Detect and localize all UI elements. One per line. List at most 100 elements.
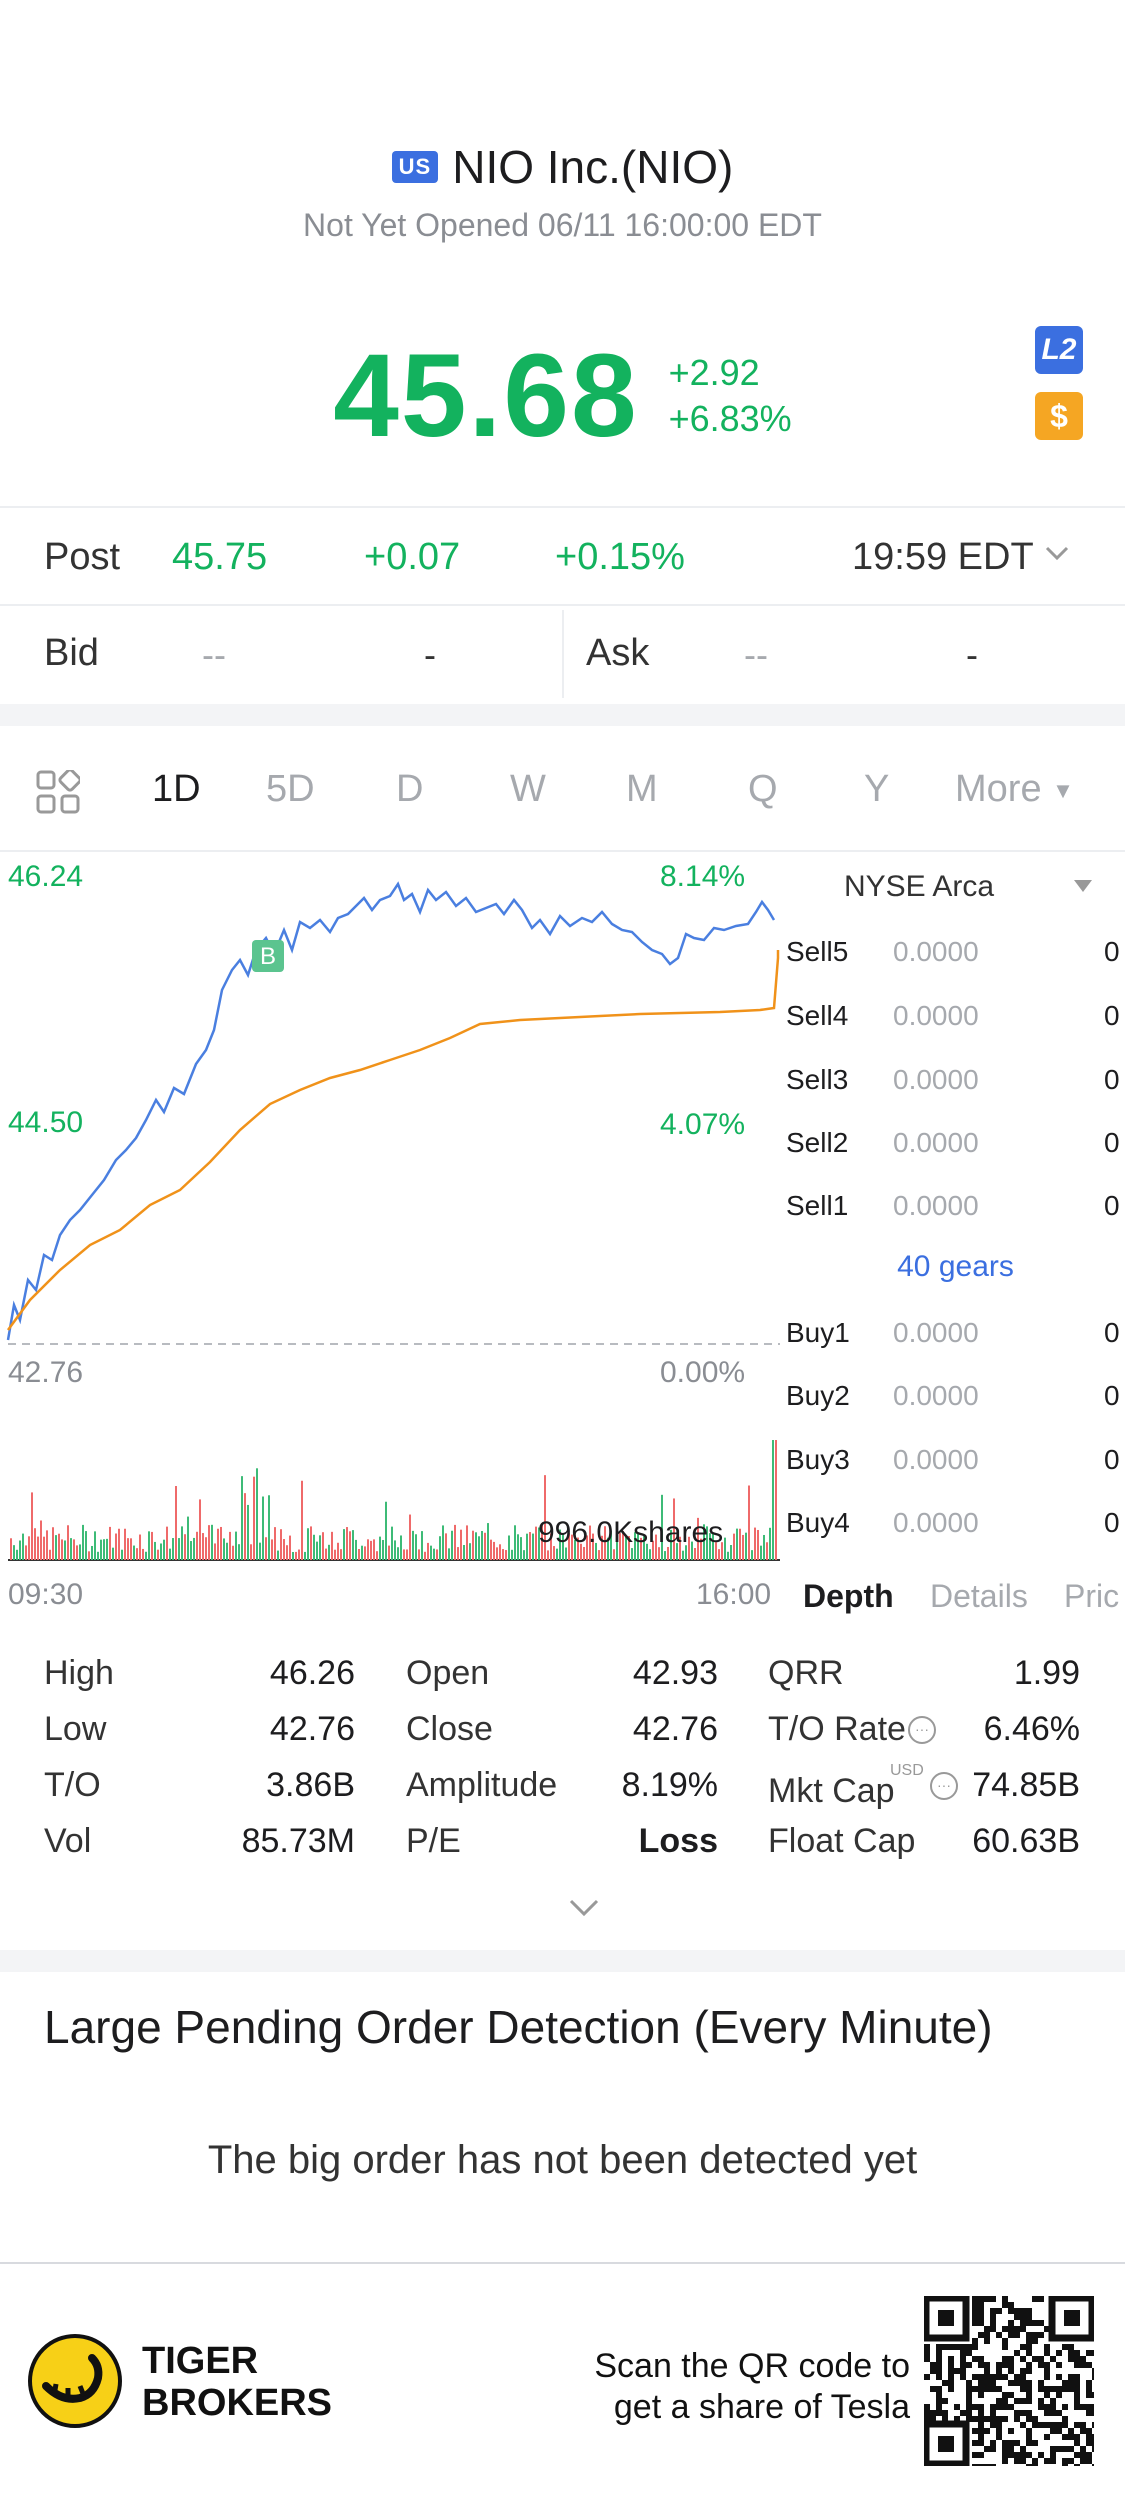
- gears-button[interactable]: 40 gears: [897, 1250, 1014, 1283]
- qr-cell: [1068, 2374, 1074, 2380]
- chevron-down-icon[interactable]: [568, 1897, 600, 1919]
- qr-cell: [972, 2356, 978, 2362]
- volume-bar: [106, 1538, 108, 1560]
- volume-bar: [763, 1534, 765, 1560]
- qr-cell: [966, 2416, 972, 2422]
- qr-cell: [972, 2452, 978, 2458]
- volume-bar: [439, 1536, 441, 1560]
- qr-cell: [1008, 2446, 1014, 2452]
- qr-cell: [1068, 2356, 1074, 2362]
- volume-bar: [103, 1539, 105, 1560]
- buy-price: 0.0000: [893, 1444, 979, 1475]
- qr-cell: [1038, 2296, 1044, 2302]
- tab-1d[interactable]: 1D: [152, 768, 201, 810]
- volume-bar: [547, 1550, 549, 1560]
- level2-badge-button[interactable]: L2: [1035, 326, 1083, 374]
- qr-cell: [978, 2320, 984, 2326]
- qr-cell: [1074, 2380, 1080, 2386]
- qr-cell: [990, 2386, 996, 2392]
- volume-bar: [232, 1545, 234, 1560]
- qr-cell: [1092, 2422, 1094, 2428]
- volume-bar: [703, 1524, 705, 1560]
- tab-day[interactable]: D: [396, 768, 424, 810]
- qr-cell: [954, 2416, 960, 2422]
- market-status: Not Yet Opened 06/11 16:00:00 EDT: [303, 207, 822, 243]
- depth-tabs: Depth Details Pric: [0, 1578, 1125, 1618]
- volume-bar: [505, 1550, 507, 1560]
- qr-cell: [1038, 2320, 1044, 2326]
- volume-bar: [349, 1531, 351, 1560]
- qr-cell: [990, 2422, 996, 2428]
- qr-cell: [972, 2386, 978, 2392]
- exchange-selector[interactable]: NYSE Arca: [844, 870, 995, 903]
- tab-more[interactable]: More ▼: [955, 768, 1074, 811]
- volume-bar: [745, 1532, 747, 1560]
- volume-bar: [268, 1495, 270, 1560]
- chevron-down-icon[interactable]: [1044, 540, 1070, 566]
- volume-bar: [661, 1494, 663, 1560]
- info-icon[interactable]: ···: [908, 1716, 936, 1744]
- intraday-chart[interactable]: B 46.24 8.14% 44.50 4.07% 42.76 0.00% 99…: [0, 850, 785, 1611]
- qr-cell: [1032, 2332, 1038, 2338]
- qr-cell: [1032, 2296, 1038, 2302]
- qr-cell: [1068, 2428, 1074, 2434]
- qr-cell: [978, 2416, 984, 2422]
- volume-bar: [616, 1525, 618, 1560]
- qr-cell: [996, 2422, 1002, 2428]
- qr-cell: [1026, 2308, 1032, 2314]
- qr-cell: [1026, 2452, 1032, 2458]
- tab-year[interactable]: Y: [864, 768, 890, 810]
- dollar-badge-button[interactable]: $: [1035, 392, 1083, 440]
- qr-cell: [1056, 2362, 1062, 2368]
- tab-price[interactable]: Pric: [1064, 1578, 1120, 1614]
- qr-cell: [1080, 2356, 1086, 2362]
- volume-bar: [13, 1545, 15, 1560]
- qr-cell: [960, 2356, 966, 2362]
- qr-cell: [1062, 2386, 1068, 2392]
- tab-depth[interactable]: Depth: [803, 1578, 894, 1614]
- info-icon[interactable]: ···: [930, 1772, 958, 1800]
- time-end: 16:00: [696, 1578, 772, 1611]
- qr-cell: [978, 2386, 984, 2392]
- tab-week[interactable]: W: [510, 768, 546, 810]
- tab-details[interactable]: Details: [930, 1578, 1028, 1614]
- qr-cell: [1020, 2368, 1026, 2374]
- volume-bar: [70, 1538, 72, 1560]
- tab-5d[interactable]: 5D: [266, 768, 315, 810]
- tab-quarter[interactable]: Q: [748, 768, 778, 810]
- volume-bar: [517, 1534, 519, 1560]
- qr-cell: [1092, 2446, 1094, 2452]
- volume-bar: [433, 1548, 435, 1560]
- qr-cell: [984, 2332, 990, 2338]
- grid-layout-icon[interactable]: [36, 770, 80, 814]
- qr-cell: [1074, 2434, 1080, 2440]
- divider: [0, 506, 1125, 508]
- tab-month[interactable]: M: [626, 768, 658, 810]
- post-market-row[interactable]: Post 45.75 +0.07 +0.15% 19:59 EDT: [0, 510, 1125, 604]
- qr-cell: [996, 2308, 1002, 2314]
- volume-bar: [388, 1545, 390, 1560]
- caret-down-icon[interactable]: [1074, 880, 1092, 892]
- ask-size: -: [966, 634, 978, 675]
- qr-cell: [1074, 2392, 1080, 2398]
- qr-cell: [1074, 2398, 1080, 2404]
- volume-bar: [394, 1540, 396, 1560]
- sell-qty: 0: [1104, 1127, 1120, 1158]
- volume-bar: [691, 1541, 693, 1560]
- qr-cell: [990, 2416, 996, 2422]
- qr-cell: [1032, 2338, 1038, 2344]
- volume-bar: [772, 1440, 774, 1560]
- volume-bar: [640, 1537, 642, 1560]
- qr-cell: [1026, 2314, 1032, 2320]
- qr-cell: [1086, 2440, 1092, 2446]
- qr-cell: [1074, 2362, 1080, 2368]
- qr-cell: [948, 2380, 954, 2386]
- qr-cell: [1002, 2326, 1008, 2332]
- qr-cell: [978, 2374, 984, 2380]
- stat-value: 60.63B: [972, 1822, 1080, 1860]
- qr-cell: [948, 2356, 954, 2362]
- qr-cell: [972, 2296, 978, 2302]
- qr-cell: [972, 2308, 978, 2314]
- volume-bar: [253, 1476, 255, 1560]
- ask-price: --: [744, 634, 768, 675]
